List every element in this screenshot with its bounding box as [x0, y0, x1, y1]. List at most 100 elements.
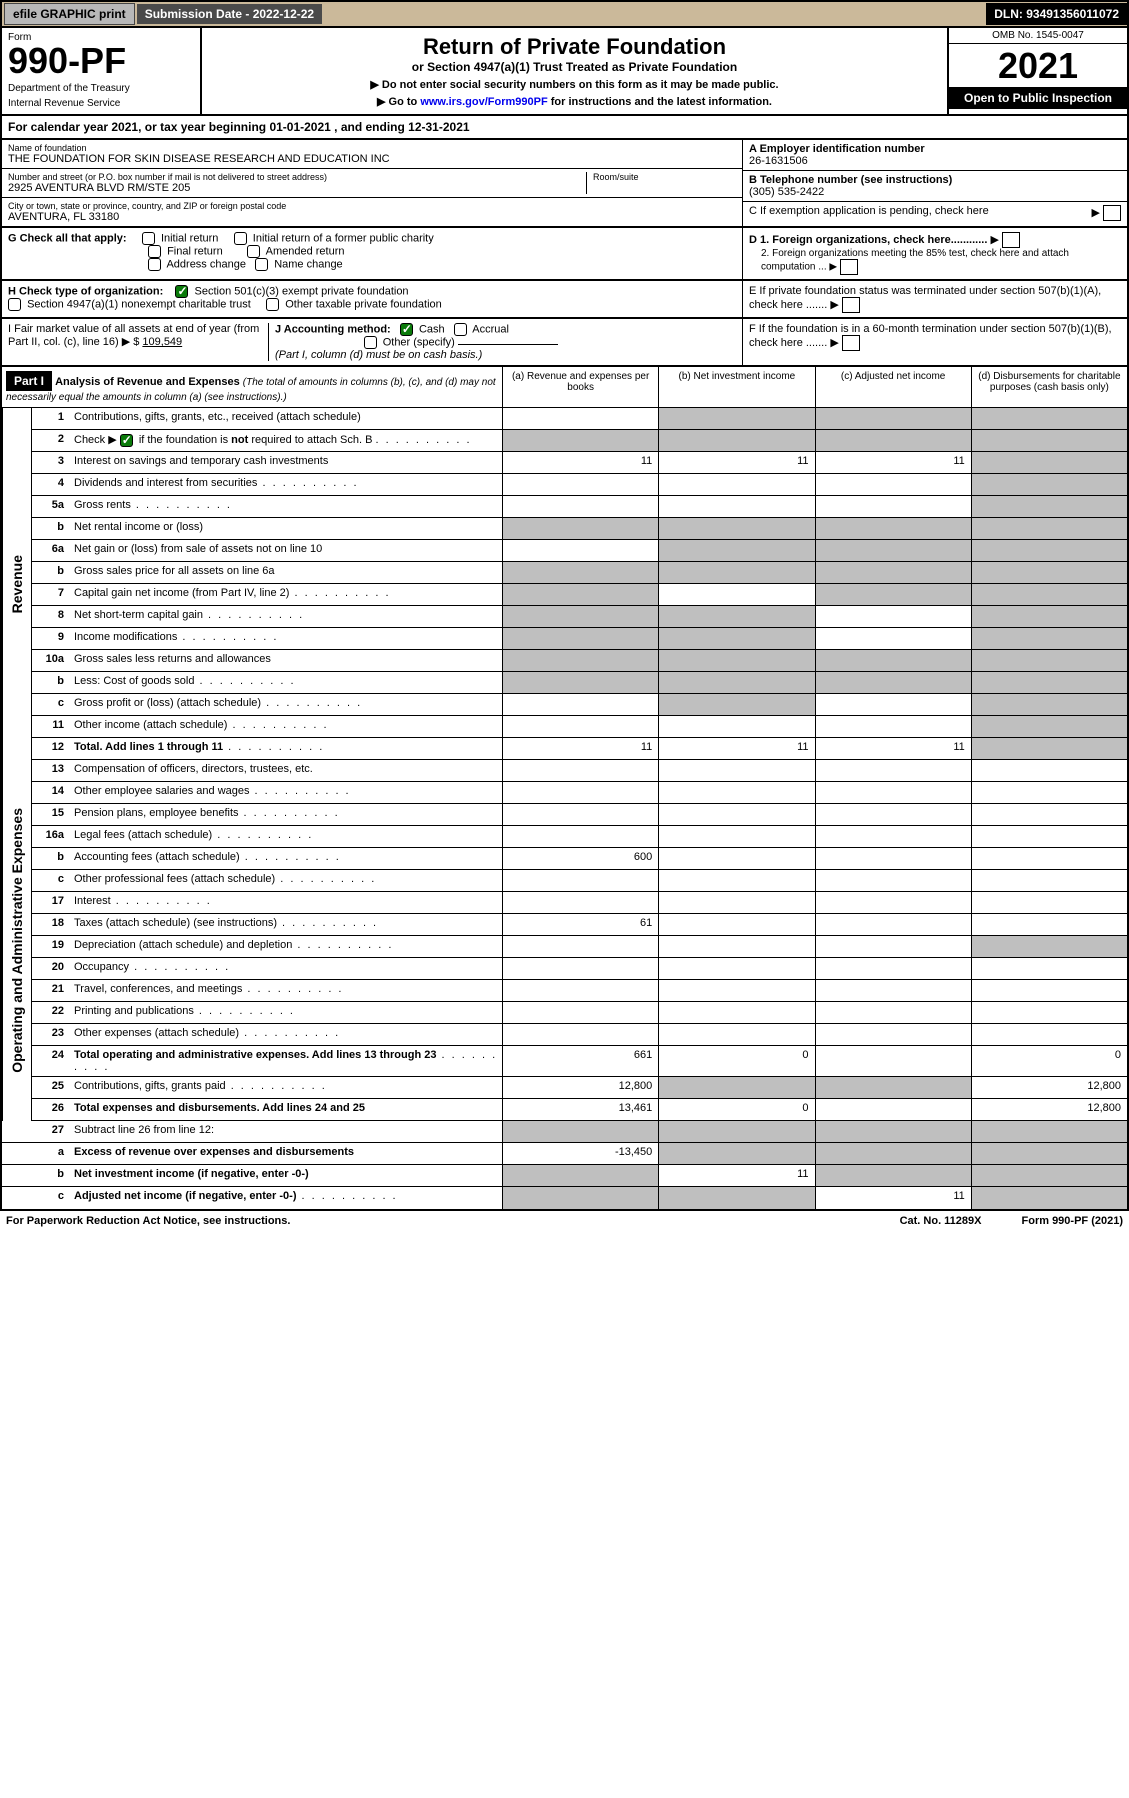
form-title: Return of Private Foundation: [208, 34, 941, 60]
501c3-checkbox[interactable]: [175, 285, 188, 298]
row-16b: Accounting fees (attach schedule): [70, 848, 502, 869]
ein-label: A Employer identification number: [749, 143, 1121, 155]
part-1: Part I Analysis of Revenue and Expenses …: [0, 367, 1129, 1211]
h-label: H Check type of organization:: [8, 285, 163, 297]
form-year-block: OMB No. 1545-0047 2021 Open to Public In…: [947, 28, 1127, 114]
row-23: Other expenses (attach schedule): [70, 1024, 502, 1045]
row-22: Printing and publications: [70, 1002, 502, 1023]
form-title-block: Return of Private Foundation or Section …: [202, 28, 947, 114]
exemption-checkbox[interactable]: [1103, 205, 1121, 221]
dln-label: DLN: 93491356011072: [986, 3, 1127, 25]
row-11: Other income (attach schedule): [70, 716, 502, 737]
row-16c: Other professional fees (attach schedule…: [70, 870, 502, 891]
i-label: I Fair market value of all assets at end…: [8, 323, 259, 348]
row-20: Occupancy: [70, 958, 502, 979]
foundation-city: AVENTURA, FL 33180: [8, 211, 736, 223]
row-24: Total operating and administrative expen…: [70, 1046, 502, 1076]
e-checkbox[interactable]: [842, 297, 860, 313]
e-label: E If private foundation status was termi…: [749, 285, 1101, 311]
row-21: Travel, conferences, and meetings: [70, 980, 502, 1001]
accrual-checkbox[interactable]: [454, 323, 467, 336]
form-subtitle: or Section 4947(a)(1) Trust Treated as P…: [208, 60, 941, 74]
row-4: Dividends and interest from securities: [70, 474, 502, 495]
name-change-checkbox[interactable]: [255, 258, 268, 271]
initial-former-checkbox[interactable]: [234, 232, 247, 245]
submission-date: Submission Date - 2022-12-22: [137, 4, 322, 24]
foundation-info: Name of foundation THE FOUNDATION FOR SK…: [0, 140, 1129, 228]
initial-return-checkbox[interactable]: [142, 232, 155, 245]
row-27: Subtract line 26 from line 12:: [70, 1121, 502, 1142]
row-8: Net short-term capital gain: [70, 606, 502, 627]
address-change-checkbox[interactable]: [148, 258, 161, 271]
paperwork-notice: For Paperwork Reduction Act Notice, see …: [6, 1215, 290, 1227]
4947-checkbox[interactable]: [8, 298, 21, 311]
part1-title: Analysis of Revenue and Expenses: [55, 376, 240, 388]
tax-year: 2021: [949, 44, 1127, 87]
f-checkbox[interactable]: [842, 335, 860, 351]
revenue-label: Revenue: [2, 408, 32, 760]
amended-return-checkbox[interactable]: [247, 245, 260, 258]
form-number: 990-PF: [8, 43, 194, 79]
row-26: Total expenses and disbursements. Add li…: [70, 1099, 502, 1120]
row-17: Interest: [70, 892, 502, 913]
row-5b: Net rental income or (loss): [70, 518, 502, 539]
row-27c: Adjusted net income (if negative, enter …: [70, 1187, 502, 1209]
check-section-ij: I Fair market value of all assets at end…: [0, 319, 1129, 367]
row-25: Contributions, gifts, grants paid: [70, 1077, 502, 1098]
j-label: J Accounting method:: [275, 323, 391, 335]
row-27a: Excess of revenue over expenses and disb…: [70, 1143, 502, 1164]
row-6a: Net gain or (loss) from sale of assets n…: [70, 540, 502, 561]
schb-checkbox[interactable]: [120, 434, 133, 447]
other-taxable-checkbox[interactable]: [266, 298, 279, 311]
col-b-header: (b) Net investment income: [658, 367, 814, 407]
row-18: Taxes (attach schedule) (see instruction…: [70, 914, 502, 935]
check-section-g: G Check all that apply: Initial return I…: [0, 228, 1129, 281]
room-label: Room/suite: [593, 172, 736, 182]
form-header: Form 990-PF Department of the Treasury I…: [0, 28, 1129, 116]
f-label: F If the foundation is in a 60-month ter…: [749, 323, 1112, 349]
page-footer: For Paperwork Reduction Act Notice, see …: [0, 1211, 1129, 1231]
row-7: Capital gain net income (from Part IV, l…: [70, 584, 502, 605]
d2-checkbox[interactable]: [840, 259, 858, 275]
open-inspection: Open to Public Inspection: [949, 87, 1127, 109]
cat-number: Cat. No. 11289X: [900, 1215, 982, 1227]
g-label: G Check all that apply:: [8, 232, 127, 244]
addr-label: Number and street (or P.O. box number if…: [8, 172, 586, 182]
row-3: Interest on savings and temporary cash i…: [70, 452, 502, 473]
phone-value: (305) 535-2422: [749, 186, 1121, 198]
d1-label: D 1. Foreign organizations, check here..…: [749, 234, 987, 246]
d2-label: 2. Foreign organizations meeting the 85%…: [761, 248, 1069, 273]
dept-irs: Internal Revenue Service: [8, 98, 194, 109]
i-value: 109,549: [142, 336, 182, 348]
row-6b: Gross sales price for all assets on line…: [70, 562, 502, 583]
city-label: City or town, state or province, country…: [8, 201, 736, 211]
row-10a: Gross sales less returns and allowances: [70, 650, 502, 671]
col-a-header: (a) Revenue and expenses per books: [502, 367, 658, 407]
d1-checkbox[interactable]: [1002, 232, 1020, 248]
row-12: Total. Add lines 1 through 11: [70, 738, 502, 759]
row-10b: Less: Cost of goods sold: [70, 672, 502, 693]
omb-number: OMB No. 1545-0047: [949, 28, 1127, 44]
row-10c: Gross profit or (loss) (attach schedule): [70, 694, 502, 715]
row-13: Compensation of officers, directors, tru…: [70, 760, 502, 781]
row-27b: Net investment income (if negative, ente…: [70, 1165, 502, 1186]
efile-button[interactable]: efile GRAPHIC print: [4, 3, 135, 25]
form-ref: Form 990-PF (2021): [1022, 1215, 1124, 1227]
ssn-note: ▶ Do not enter social security numbers o…: [208, 78, 941, 91]
irs-link[interactable]: www.irs.gov/Form990PF: [420, 96, 547, 108]
col-d-header: (d) Disbursements for charitable purpose…: [971, 367, 1127, 407]
final-return-checkbox[interactable]: [148, 245, 161, 258]
col-c-header: (c) Adjusted net income: [815, 367, 971, 407]
row-14: Other employee salaries and wages: [70, 782, 502, 803]
name-label: Name of foundation: [8, 143, 736, 153]
foundation-name: THE FOUNDATION FOR SKIN DISEASE RESEARCH…: [8, 153, 736, 165]
calendar-year-row: For calendar year 2021, or tax year begi…: [0, 116, 1129, 140]
part1-header: Part I Analysis of Revenue and Expenses …: [2, 367, 1127, 408]
other-method-checkbox[interactable]: [364, 336, 377, 349]
exemption-label: C If exemption application is pending, c…: [749, 205, 989, 221]
top-bar: efile GRAPHIC print Submission Date - 20…: [0, 0, 1129, 28]
cash-checkbox[interactable]: [400, 323, 413, 336]
row-15: Pension plans, employee benefits: [70, 804, 502, 825]
row-1: Contributions, gifts, grants, etc., rece…: [70, 408, 502, 429]
j-note: (Part I, column (d) must be on cash basi…: [275, 349, 482, 361]
